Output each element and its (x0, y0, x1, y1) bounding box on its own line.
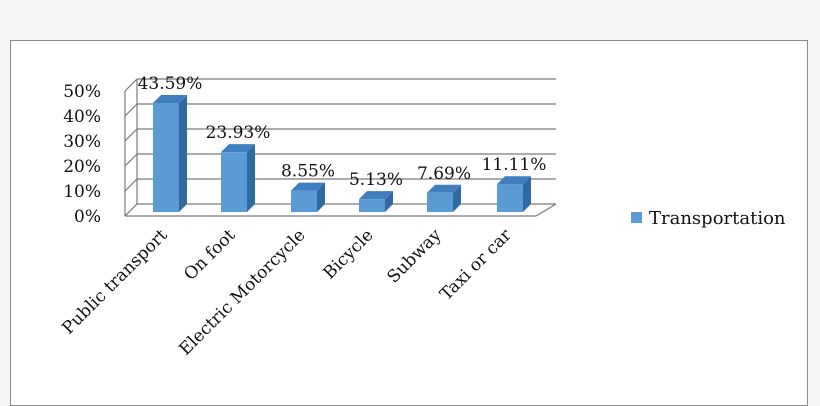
bar-3 (359, 199, 385, 212)
bar-top-5 (497, 176, 531, 185)
data-label-4: 7.69% (417, 164, 471, 184)
gridline-depth (124, 178, 138, 192)
bar-1 (221, 152, 247, 212)
y-tick-label: 0% (74, 207, 101, 227)
y-axis-ticks: 0% 10% 20% 30% 40% 50% (63, 82, 101, 227)
gridline-depth (124, 103, 138, 117)
y-tick-label: 20% (63, 157, 101, 177)
bar-top-4 (427, 184, 461, 193)
chart-frame (10, 40, 808, 406)
gridline-depth (124, 153, 138, 167)
bar-top-3 (359, 191, 393, 200)
gridline-depth (124, 128, 138, 142)
x-category-1: On foot (180, 225, 239, 284)
bar-top-2 (291, 182, 325, 191)
legend-label: Transportation (649, 208, 786, 229)
bars (153, 95, 531, 212)
y-tick-label: 10% (63, 182, 101, 202)
bar-top-1 (221, 144, 255, 153)
y-tick-label: 40% (63, 107, 101, 127)
x-category-5: Taxi or car (436, 225, 516, 305)
data-label-3: 5.13% (349, 170, 403, 190)
x-category-2: Electric Motorcycle (175, 225, 309, 359)
floor-right-edge (535, 203, 557, 217)
x-category-3: Bicycle (319, 225, 377, 283)
legend-swatch (631, 212, 642, 223)
bar-side-4 (453, 184, 461, 212)
gridline-depth (124, 78, 138, 92)
bar-side-1 (247, 144, 255, 212)
bar-2 (291, 190, 317, 212)
bar-side-3 (385, 191, 393, 212)
bar-side-2 (317, 182, 325, 212)
legend: Transportation (631, 208, 786, 229)
bar-5 (497, 184, 523, 212)
data-label-1: 23.93% (206, 123, 271, 143)
gridlines (124, 78, 557, 217)
data-label-5: 11.11% (482, 155, 547, 175)
data-label-2: 8.55% (281, 162, 335, 182)
data-label-0: 43.59% (138, 74, 203, 94)
bar-0 (153, 103, 179, 212)
y-tick-label: 50% (63, 82, 101, 102)
gridline-depth (124, 203, 138, 217)
data-labels: 43.59% 23.93% 8.55% 5.13% 7.69% 11.11% (138, 74, 547, 190)
bar-side-5 (523, 176, 531, 212)
bar-top-0 (153, 95, 187, 104)
bar-4 (427, 192, 453, 212)
x-category-4: Subway (383, 225, 445, 287)
y-tick-label: 30% (63, 132, 101, 152)
x-category-0: Public transport (58, 225, 171, 338)
bar-side-0 (179, 95, 187, 212)
